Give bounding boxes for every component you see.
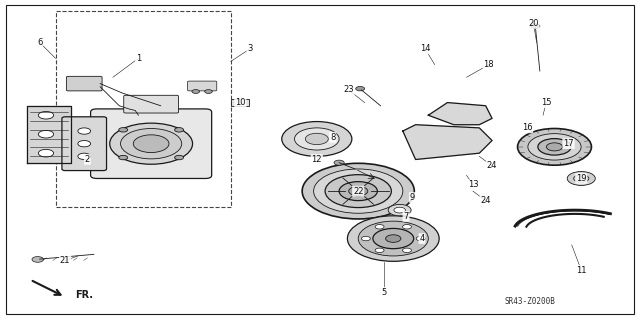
Circle shape	[416, 236, 425, 241]
Circle shape	[38, 111, 54, 119]
Polygon shape	[403, 125, 492, 160]
Text: 22: 22	[353, 187, 364, 196]
Text: 24: 24	[481, 196, 491, 205]
Circle shape	[282, 122, 352, 156]
Circle shape	[339, 182, 378, 201]
Text: FR.: FR.	[75, 291, 93, 300]
Circle shape	[78, 141, 91, 147]
Circle shape	[573, 175, 589, 182]
Text: 6: 6	[37, 38, 42, 47]
Circle shape	[461, 111, 478, 119]
Text: 19: 19	[576, 174, 586, 183]
Circle shape	[175, 155, 184, 160]
Text: 4: 4	[419, 234, 424, 243]
Text: 20: 20	[528, 19, 539, 28]
FancyBboxPatch shape	[67, 76, 102, 91]
Circle shape	[119, 155, 127, 160]
Circle shape	[531, 24, 540, 28]
Circle shape	[349, 186, 368, 196]
Text: 7: 7	[403, 212, 409, 221]
Text: 24: 24	[487, 161, 497, 170]
Bar	[56, 11, 231, 207]
Circle shape	[305, 133, 328, 145]
Text: 23: 23	[344, 85, 354, 94]
Circle shape	[394, 207, 405, 213]
Circle shape	[38, 149, 54, 157]
Circle shape	[175, 128, 184, 132]
Circle shape	[528, 134, 581, 160]
Circle shape	[78, 153, 91, 160]
Polygon shape	[428, 103, 492, 125]
Circle shape	[348, 216, 439, 261]
FancyBboxPatch shape	[91, 109, 212, 178]
Circle shape	[314, 169, 403, 213]
Text: 17: 17	[563, 139, 574, 148]
FancyBboxPatch shape	[62, 117, 106, 171]
Circle shape	[433, 149, 449, 157]
Circle shape	[325, 175, 392, 208]
Text: 12: 12	[312, 155, 322, 164]
Text: 1: 1	[136, 54, 141, 63]
FancyBboxPatch shape	[188, 81, 217, 91]
Circle shape	[294, 128, 339, 150]
Circle shape	[358, 221, 428, 256]
Text: 11: 11	[576, 266, 586, 275]
Text: 18: 18	[484, 60, 494, 69]
Circle shape	[302, 163, 414, 219]
Circle shape	[119, 128, 127, 132]
Circle shape	[375, 248, 384, 253]
Text: 2: 2	[84, 155, 90, 164]
Circle shape	[375, 225, 384, 229]
Circle shape	[32, 256, 44, 262]
Circle shape	[192, 90, 200, 93]
Circle shape	[373, 228, 413, 249]
Circle shape	[356, 86, 365, 91]
Circle shape	[205, 90, 212, 93]
Text: 14: 14	[420, 44, 430, 53]
Circle shape	[420, 130, 436, 138]
Circle shape	[403, 225, 412, 229]
Text: 10: 10	[235, 98, 246, 107]
Bar	[231, 99, 248, 106]
Text: 3: 3	[247, 44, 253, 53]
Text: 16: 16	[522, 123, 532, 132]
Circle shape	[518, 129, 591, 165]
Circle shape	[362, 236, 371, 241]
Circle shape	[567, 172, 595, 185]
Text: SR43-Z0200B: SR43-Z0200B	[505, 297, 556, 306]
Circle shape	[386, 235, 401, 242]
Circle shape	[133, 135, 169, 152]
Text: 21: 21	[60, 256, 70, 265]
Circle shape	[109, 123, 193, 164]
Polygon shape	[27, 106, 72, 163]
Circle shape	[38, 130, 54, 138]
Circle shape	[403, 248, 412, 253]
Circle shape	[334, 160, 344, 165]
Circle shape	[538, 138, 571, 155]
Text: 5: 5	[381, 288, 387, 297]
Text: 13: 13	[468, 180, 478, 189]
FancyBboxPatch shape	[124, 95, 179, 113]
Circle shape	[388, 204, 411, 216]
Text: 15: 15	[541, 98, 552, 107]
Circle shape	[120, 129, 182, 159]
Circle shape	[547, 143, 563, 151]
Circle shape	[459, 140, 474, 147]
Text: 8: 8	[330, 133, 335, 142]
Text: 9: 9	[410, 193, 415, 202]
Circle shape	[78, 128, 91, 134]
